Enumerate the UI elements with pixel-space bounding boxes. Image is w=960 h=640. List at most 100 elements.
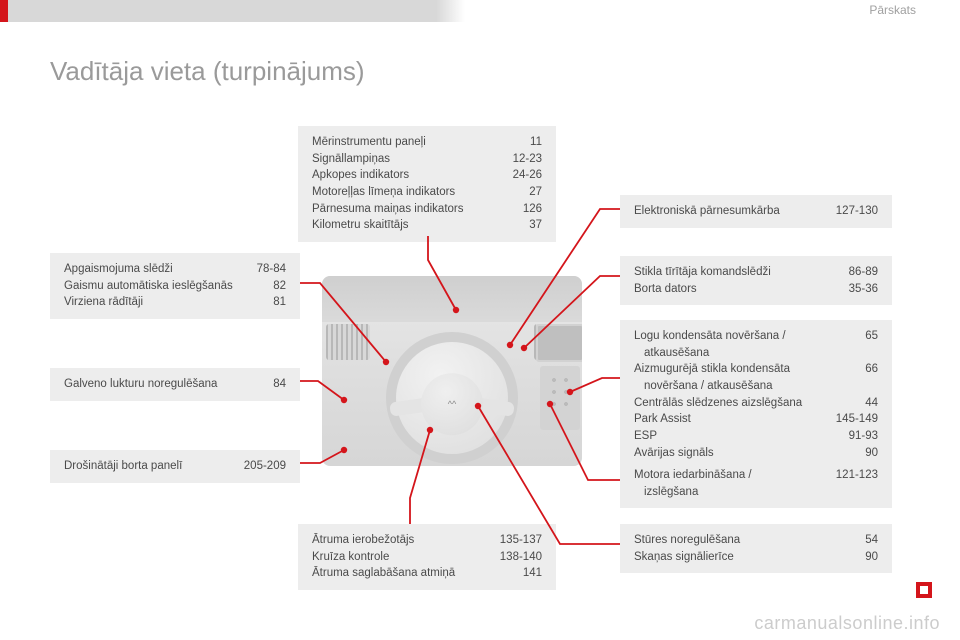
callout-page: 35-36 [849, 281, 878, 298]
callout-label: Elektroniskā pārnesumkārba [634, 203, 780, 220]
callout-page: 138-140 [500, 549, 542, 566]
callout-headlamp-adjust: Galveno lukturu noregulēšana 84 [50, 368, 300, 401]
accent-bar [0, 0, 8, 22]
callout-row: Apkopes indikators 24-26 [312, 167, 542, 184]
callout-page: 27 [529, 184, 542, 201]
callout-row: Stūres noregulēšana 54 [634, 532, 878, 549]
callout-row: Kilometru skaitītājs37 [312, 217, 542, 234]
callout-label: Aizmugurējā stikla kondensātanovēršana /… [634, 361, 790, 394]
callout-row: Centrālās slēdzenes aizslēgšana 44 [634, 395, 878, 412]
callout-row: ESP 91-93 [634, 428, 878, 445]
callout-page: 145-149 [836, 411, 878, 428]
callout-page: 121-123 [836, 467, 878, 500]
callout-row: Ātruma ierobežotājs 135-137 [312, 532, 542, 549]
callout-label: Gaismu automātiska ieslēgšanās [64, 278, 233, 295]
header-section: Pārskats [869, 3, 916, 17]
callout-row: Mērinstrumentu paneļi 11 [312, 134, 542, 151]
callout-row: Ātruma saglabāšana atmiņā 141 [312, 565, 542, 582]
callout-page: 141 [523, 565, 542, 582]
callout-row: Pārnesuma maiņas indikators 126 [312, 201, 542, 218]
callout-page: 91-93 [849, 428, 878, 445]
callout-label: Motora iedarbināšana /izslēgšana [634, 467, 752, 500]
callout-label-cont: izslēgšana [634, 484, 752, 501]
callout-row: Aizmugurējā stikla kondensātanovēršana /… [634, 361, 878, 394]
dash-top [322, 276, 582, 322]
callout-page: 65 [865, 328, 878, 361]
callout-row: Drošinātāji borta panelī 205-209 [64, 458, 286, 475]
callout-row: Galveno lukturu noregulēšana 84 [64, 376, 286, 393]
callout-label: Pārnesuma maiņas indikators [312, 201, 464, 218]
callout-label-cont: atkausēšana [634, 345, 786, 362]
callout-lighting: Apgaismojuma slēdži78-84Gaismu automātis… [50, 253, 300, 319]
callout-page: 86-89 [849, 264, 878, 281]
callout-row: Elektroniskā pārnesumkārba 127-130 [634, 203, 878, 220]
callout-row: Stikla tīrītāja komandslēdži86-89 [634, 264, 878, 281]
callout-row: Kruīza kontrole 138-140 [312, 549, 542, 566]
callout-label: ESP [634, 428, 657, 445]
callout-page: 54 [865, 532, 878, 549]
callout-page: 205-209 [244, 458, 286, 475]
callout-page: 82 [273, 278, 286, 295]
callout-label: Stūres noregulēšana [634, 532, 740, 549]
callout-row: Motora iedarbināšana /izslēgšana 121-123 [634, 467, 878, 500]
callout-wipers: Stikla tīrītāja komandslēdži86-89Borta d… [620, 256, 892, 305]
callout-label: Park Assist [634, 411, 691, 428]
callout-page: 84 [273, 376, 286, 393]
watermark: carmanualsonline.info [754, 613, 940, 634]
page-marker-inner [920, 586, 928, 594]
callout-start-stop: Motora iedarbināšana /izslēgšana 121-123 [620, 459, 892, 508]
callout-speed-control: Ātruma ierobežotājs135-137Kruīza kontrol… [298, 524, 556, 590]
callout-row: Logu kondensāta novēršana /atkausēšana 65 [634, 328, 878, 361]
citroen-logo-icon: ^^ [448, 399, 456, 409]
callout-page: 126 [523, 201, 542, 218]
callout-row: Motoreļļas līmeņa indikators 27 [312, 184, 542, 201]
callout-steering-horn: Stūres noregulēšana54Skaņas signālierīce… [620, 524, 892, 573]
callout-gearbox: Elektroniskā pārnesumkārba 127-130 [620, 195, 892, 228]
callout-label: Ātruma ierobežotājs [312, 532, 414, 549]
callout-label: Galveno lukturu noregulēšana [64, 376, 217, 393]
dashboard-illustration: ^^ [322, 276, 582, 466]
callout-label: Skaņas signālierīce [634, 549, 734, 566]
top-stripe [8, 0, 960, 22]
dash-screen [536, 324, 582, 362]
callout-row: Park Assist 145-149 [634, 411, 878, 428]
callout-label: Kilometru skaitītājs [312, 217, 409, 234]
callout-page: 66 [865, 361, 878, 394]
callout-row: Virziena rādītāji 81 [64, 294, 286, 311]
callout-page: 12-23 [513, 151, 542, 168]
callout-label: Signāllampiņas [312, 151, 390, 168]
callout-label: Apgaismojuma slēdži [64, 261, 173, 278]
callout-page: 127-130 [836, 203, 878, 220]
callout-label: Virziena rādītāji [64, 294, 143, 311]
callout-row: Gaismu automātiska ieslēgšanās 82 [64, 278, 286, 295]
wheel-hub: ^^ [421, 373, 483, 435]
callout-row: Borta dators 35-36 [634, 281, 878, 298]
page-title: Vadītāja vieta (turpinājums) [50, 56, 365, 87]
callout-page: 24-26 [513, 167, 542, 184]
callout-label: Centrālās slēdzenes aizslēgšana [634, 395, 802, 412]
callout-page: 135-137 [500, 532, 542, 549]
callout-label: Ātruma saglabāšana atmiņā [312, 565, 455, 582]
callout-row: Skaņas signālierīce 90 [634, 549, 878, 566]
callout-label: Apkopes indikators [312, 167, 409, 184]
callout-page: 11 [530, 134, 542, 151]
steering-wheel: ^^ [386, 332, 518, 464]
callout-page: 90 [865, 549, 878, 566]
callout-page: 81 [273, 294, 286, 311]
callout-label: Mērinstrumentu paneļi [312, 134, 426, 151]
callout-label: Logu kondensāta novēršana /atkausēšana [634, 328, 786, 361]
air-vent-left [326, 324, 370, 360]
callout-fuses: Drošinātāji borta panelī 205-209 [50, 450, 300, 483]
callout-page: 78-84 [257, 261, 286, 278]
callout-label: Drošinātāji borta panelī [64, 458, 182, 475]
callout-label: Borta dators [634, 281, 697, 298]
callout-label: Kruīza kontrole [312, 549, 389, 566]
button-panel [540, 366, 580, 430]
callout-label-cont: novēršana / atkausēšana [634, 378, 790, 395]
callout-demist-buttons: Logu kondensāta novēršana /atkausēšana 65… [620, 320, 892, 469]
callout-row: Apgaismojuma slēdži 78-84 [64, 261, 286, 278]
callout-label: Motoreļļas līmeņa indikators [312, 184, 455, 201]
callout-instruments: Mērinstrumentu paneļi 11 Signāllampiņas 12-… [298, 126, 556, 242]
callout-page: 44 [865, 395, 878, 412]
callout-row: Signāllampiņas 12-23 [312, 151, 542, 168]
